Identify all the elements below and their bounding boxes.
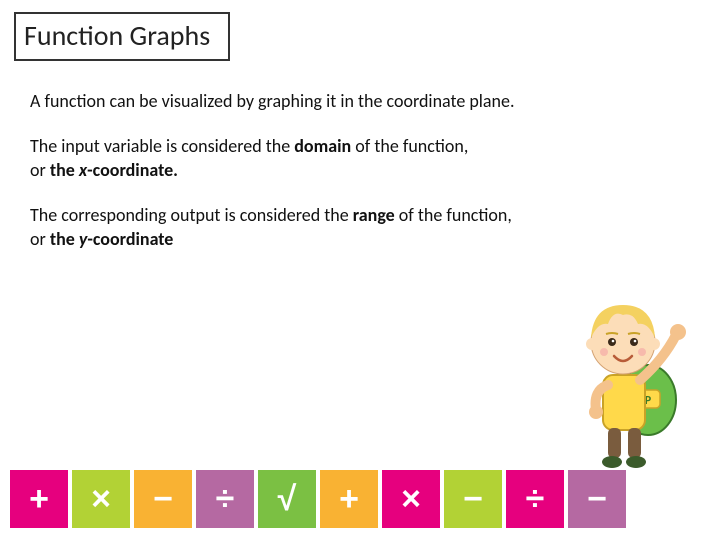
math-tile-2: − <box>134 470 192 528</box>
text-segment: of the function, <box>395 204 512 226</box>
content-area: A function can be visualized by graphing… <box>30 90 690 273</box>
text-segment: of the function, <box>351 135 468 157</box>
paragraph-intro: A function can be visualized by graphing… <box>30 90 690 113</box>
term-range: range <box>353 204 395 226</box>
math-tile-1: × <box>72 470 130 528</box>
term-y-coord: the y-coordinate <box>50 228 174 250</box>
text-segment: The corresponding output is considered t… <box>30 204 353 226</box>
text-segment: The input variable is considered the <box>30 135 294 157</box>
math-tiles-bar: +×−÷√+×−÷− <box>10 470 626 528</box>
page-title: Function Graphs <box>14 12 230 61</box>
math-tile-7: − <box>444 470 502 528</box>
cartoon-character: P <box>548 280 698 470</box>
math-tile-9: − <box>568 470 626 528</box>
term-x-coord: the x-coordinate. <box>50 159 178 181</box>
math-tile-3: ÷ <box>196 470 254 528</box>
paragraph-range: The corresponding output is considered t… <box>30 204 690 251</box>
math-tile-8: ÷ <box>506 470 564 528</box>
math-tile-6: × <box>382 470 440 528</box>
text-segment: or <box>30 228 50 250</box>
math-tile-5: + <box>320 470 378 528</box>
math-tile-0: + <box>10 470 68 528</box>
math-tile-4: √ <box>258 470 316 528</box>
paragraph-domain: The input variable is considered the dom… <box>30 135 690 182</box>
term-domain: domain <box>294 135 351 157</box>
text-segment: or <box>30 159 50 181</box>
